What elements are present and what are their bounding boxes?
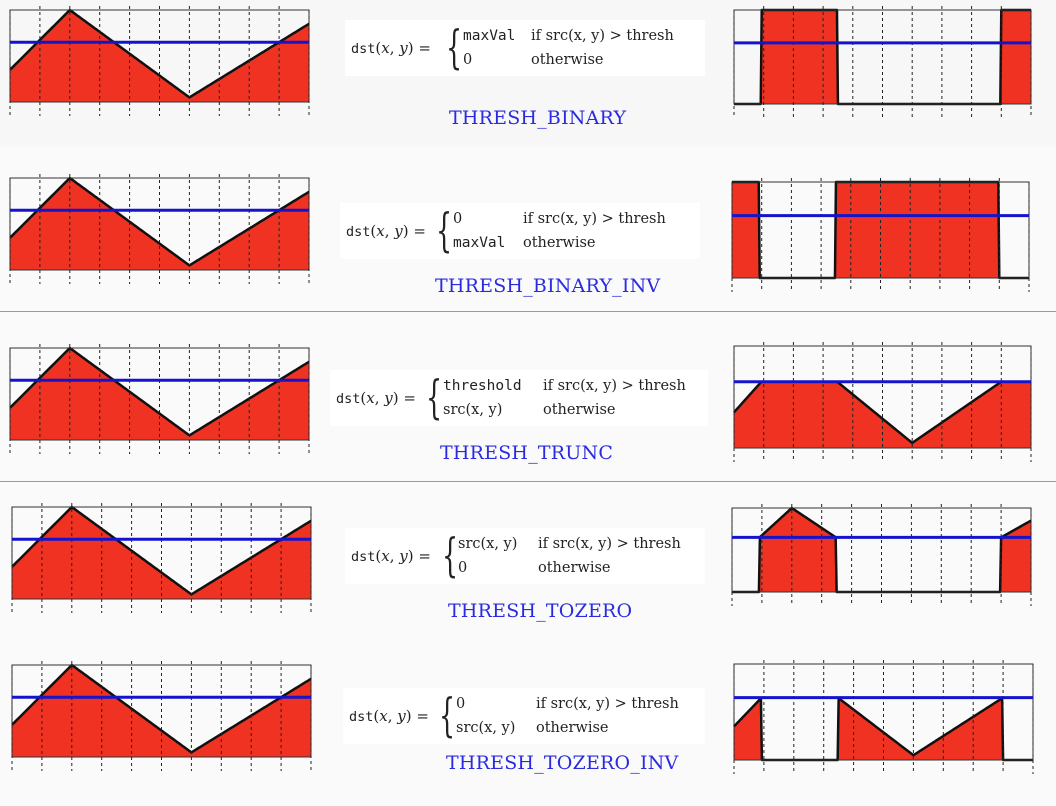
threshold-title: THRESH_TRUNC bbox=[440, 442, 614, 464]
separator bbox=[0, 311, 1056, 312]
source-plot bbox=[9, 344, 310, 454]
case-condition: otherwise bbox=[538, 560, 611, 576]
signal-fill bbox=[732, 508, 1031, 592]
brace: { bbox=[436, 203, 453, 257]
source-plot bbox=[11, 661, 312, 771]
threshold-title: THRESH_TOZERO bbox=[448, 600, 633, 622]
formula-lhs: dst(x, y) = bbox=[351, 39, 431, 57]
case-value: threshold bbox=[443, 378, 522, 394]
result-plot-trunc bbox=[733, 342, 1032, 462]
signal-fill bbox=[732, 182, 1029, 278]
signal-outline bbox=[11, 663, 312, 754]
result-plot-binary-inv bbox=[731, 178, 1030, 292]
formula-lhs: dst(x, y) = bbox=[351, 547, 431, 565]
case-condition: if src(x, y) > thresh bbox=[538, 536, 681, 552]
case-value: src(x, y) bbox=[443, 402, 503, 418]
formula-lhs: dst(x, y) = bbox=[346, 222, 426, 240]
case-condition: otherwise bbox=[536, 720, 609, 736]
formula-binary-inv: dst(x, y) = { 0 if src(x, y) > thresh ma… bbox=[340, 203, 700, 259]
threshold-title: THRESH_BINARY bbox=[449, 107, 627, 129]
separator bbox=[0, 481, 1056, 482]
signal-outline bbox=[9, 176, 310, 267]
threshold-title: THRESH_BINARY_INV bbox=[435, 275, 661, 297]
case-value: 0 bbox=[453, 211, 463, 227]
signal-fill bbox=[10, 178, 309, 270]
brace: { bbox=[426, 370, 443, 424]
case-value: maxVal bbox=[453, 235, 506, 251]
result-plot-binary bbox=[733, 6, 1032, 118]
signal-outline bbox=[9, 346, 310, 437]
signal-fill bbox=[12, 665, 311, 757]
case-condition: if src(x, y) > thresh bbox=[523, 211, 666, 227]
case-condition: if src(x, y) > thresh bbox=[536, 696, 679, 712]
signal-fill bbox=[12, 507, 311, 599]
formula-lhs: dst(x, y) = bbox=[336, 389, 416, 407]
formula-binary: dst(x, y) = { maxVal if src(x, y) > thre… bbox=[345, 20, 705, 76]
formula-tozero-inv: dst(x, y) = { 0 if src(x, y) > thresh sr… bbox=[343, 688, 705, 744]
case-value: 0 bbox=[456, 696, 466, 712]
case-condition: otherwise bbox=[543, 402, 616, 418]
signal-fill bbox=[734, 381, 1031, 448]
case-value: 0 bbox=[458, 560, 468, 576]
signal-outline bbox=[11, 505, 312, 596]
source-plot bbox=[11, 503, 312, 613]
case-value: src(x, y) bbox=[458, 536, 518, 552]
source-plot bbox=[9, 6, 310, 116]
case-value: 0 bbox=[463, 52, 473, 68]
case-condition: otherwise bbox=[523, 235, 596, 251]
signal-fill bbox=[10, 10, 309, 102]
case-value: maxVal bbox=[463, 28, 516, 44]
result-plot-tozero bbox=[731, 504, 1032, 606]
case-condition: if src(x, y) > thresh bbox=[543, 378, 686, 394]
case-condition: otherwise bbox=[531, 52, 604, 68]
result-plot-tozero-inv bbox=[733, 660, 1034, 774]
source-plot bbox=[9, 174, 310, 284]
threshold-title: THRESH_TOZERO_INV bbox=[446, 752, 679, 774]
brace: { bbox=[439, 688, 456, 742]
brace: { bbox=[446, 20, 463, 74]
formula-lhs: dst(x, y) = bbox=[349, 707, 429, 725]
signal-outline bbox=[9, 8, 310, 99]
formula-trunc: dst(x, y) = { threshold if src(x, y) > t… bbox=[330, 370, 708, 426]
signal-fill bbox=[10, 348, 309, 440]
case-condition: if src(x, y) > thresh bbox=[531, 28, 674, 44]
signal-fill bbox=[734, 10, 1031, 104]
formula-tozero: dst(x, y) = { src(x, y) if src(x, y) > t… bbox=[345, 528, 705, 584]
brace: { bbox=[442, 528, 459, 582]
signal-fill bbox=[734, 698, 1033, 760]
case-value: src(x, y) bbox=[456, 720, 516, 736]
